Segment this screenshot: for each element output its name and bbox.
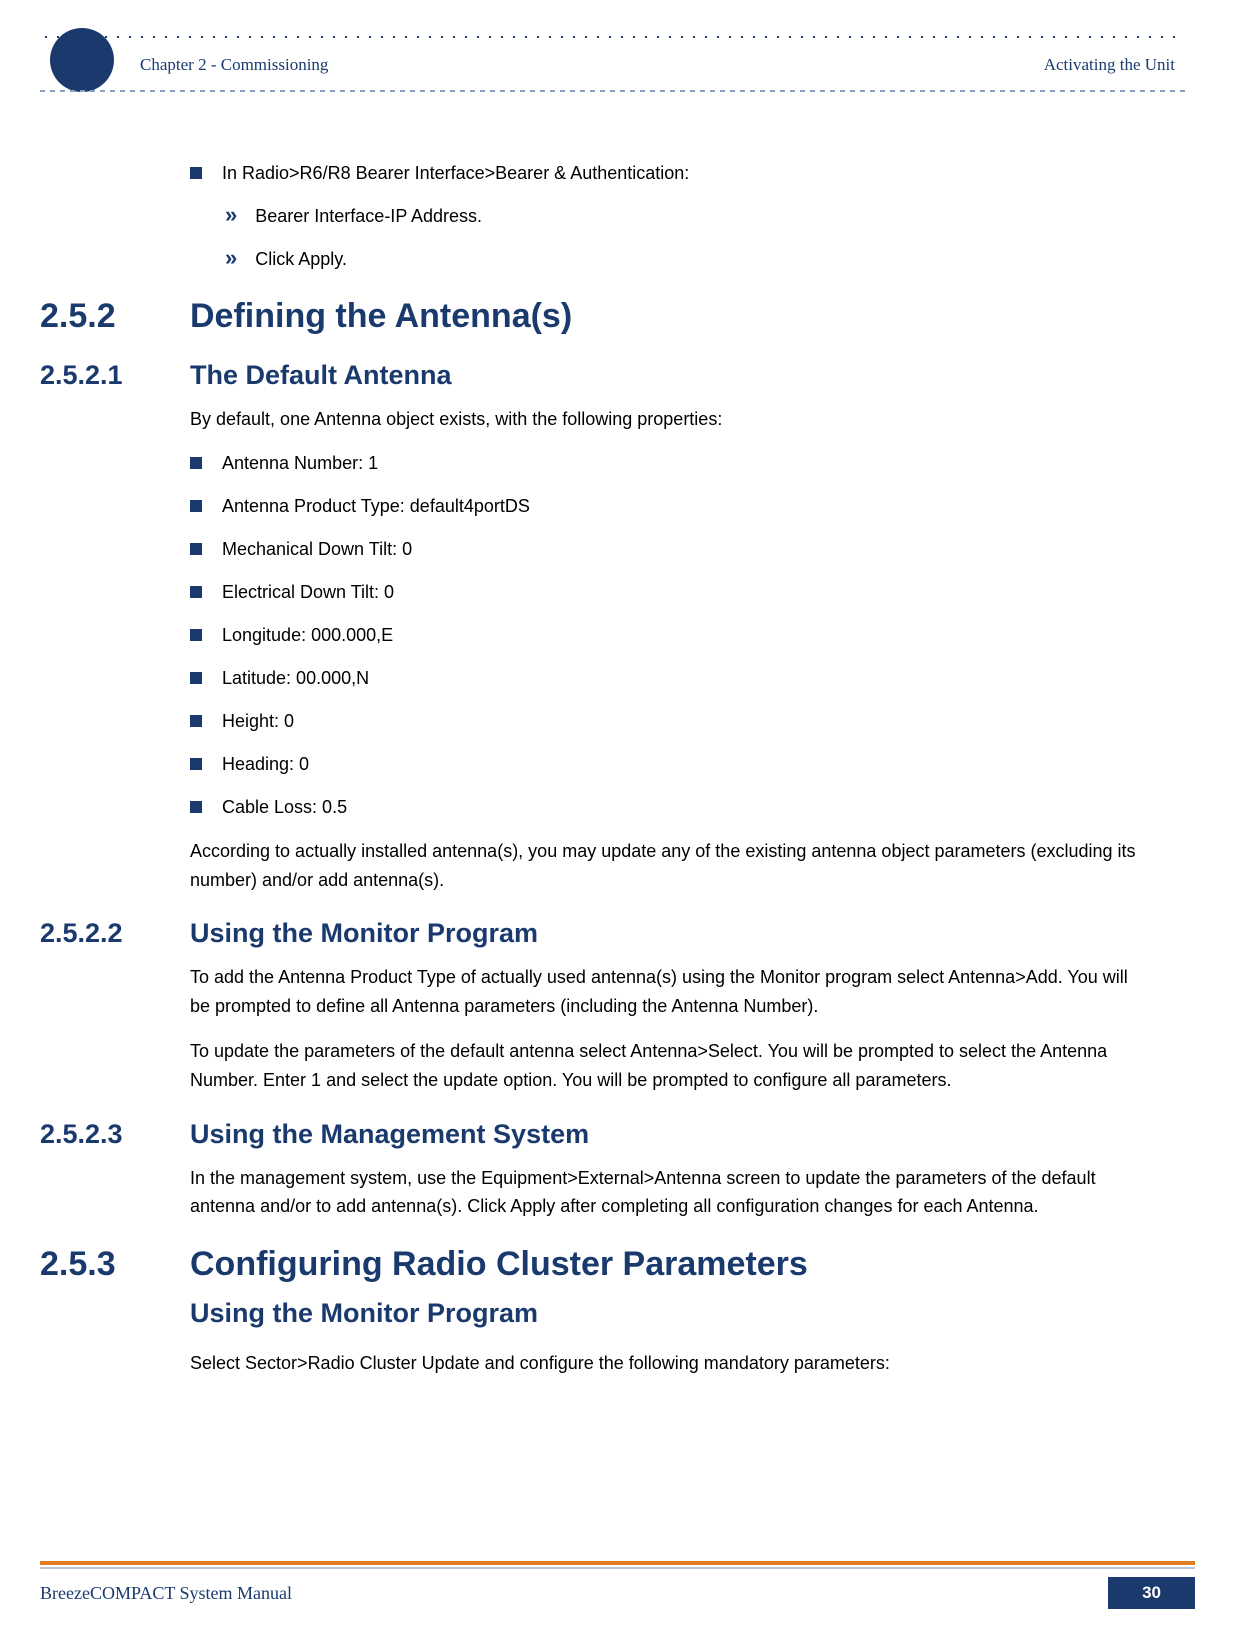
header-dots-top: [40, 36, 1185, 38]
square-bullet-icon: [190, 543, 202, 555]
subheading-monitor-program: Using the Monitor Program: [190, 1298, 1145, 1329]
chevron-bullet-icon: »: [225, 246, 237, 270]
square-bullet-icon: [190, 500, 202, 512]
heading-number: 2.5.3: [40, 1245, 190, 1284]
heading-2-5-3: 2.5.3 Configuring Radio Cluster Paramete…: [40, 1245, 1145, 1284]
paragraph-monitor-add: To add the Antenna Product Type of actua…: [190, 963, 1145, 1021]
bullet-text: Bearer Interface-IP Address.: [255, 203, 1145, 230]
page-footer: BreezeCOMPACT System Manual 30: [0, 1561, 1235, 1609]
corner-badge: [50, 28, 114, 92]
subbullet-click-apply: » Click Apply.: [225, 246, 1145, 273]
heading-title: Using the Monitor Program: [190, 918, 538, 949]
subbullet-bearer-ip: » Bearer Interface-IP Address.: [225, 203, 1145, 230]
bullet-latitude: Latitude: 00.000,N: [190, 665, 1145, 692]
bullet-longitude: Longitude: 000.000,E: [190, 622, 1145, 649]
bullet-height: Height: 0: [190, 708, 1145, 735]
footer-manual-title: BreezeCOMPACT System Manual: [40, 1583, 292, 1604]
heading-title: Using the Management System: [190, 1119, 589, 1150]
footer-rule-orange: [40, 1561, 1195, 1565]
bullet-electrical-tilt: Electrical Down Tilt: 0: [190, 579, 1145, 606]
bullet-text: Cable Loss: 0.5: [222, 794, 1145, 821]
bullet-text: Heading: 0: [222, 751, 1145, 778]
heading-number: 2.5.2.3: [40, 1119, 190, 1150]
bullet-radio-path: In Radio>R6/R8 Bearer Interface>Bearer &…: [190, 160, 1145, 187]
footer-page-number: 30: [1108, 1577, 1195, 1609]
heading-number: 2.5.2.2: [40, 918, 190, 949]
bullet-text: Antenna Product Type: default4portDS: [222, 493, 1145, 520]
paragraph-management-system: In the management system, use the Equipm…: [190, 1164, 1145, 1222]
heading-2-5-2-3: 2.5.2.3 Using the Management System: [40, 1119, 1145, 1150]
page-header: Chapter 2 - Commissioning Activating the…: [40, 30, 1185, 100]
page-content: In Radio>R6/R8 Bearer Interface>Bearer &…: [40, 100, 1185, 1378]
heading-number: 2.5.2: [40, 297, 190, 336]
heading-title: Defining the Antenna(s): [190, 297, 572, 336]
paragraph-radio-cluster: Select Sector>Radio Cluster Update and c…: [190, 1349, 1145, 1378]
paragraph-default-antenna-trail: According to actually installed antenna(…: [190, 837, 1145, 895]
heading-number: 2.5.2.1: [40, 360, 190, 391]
square-bullet-icon: [190, 629, 202, 641]
heading-2-5-2: 2.5.2 Defining the Antenna(s): [40, 297, 1145, 336]
bullet-text: Height: 0: [222, 708, 1145, 735]
square-bullet-icon: [190, 672, 202, 684]
footer-rule-blue: [40, 1567, 1195, 1569]
bullet-text: In Radio>R6/R8 Bearer Interface>Bearer &…: [222, 160, 1145, 187]
header-dashes: [40, 90, 1185, 92]
paragraph-default-antenna-lead: By default, one Antenna object exists, w…: [190, 405, 1145, 434]
square-bullet-icon: [190, 167, 202, 179]
bullet-antenna-number: Antenna Number: 1: [190, 450, 1145, 477]
bullet-antenna-product-type: Antenna Product Type: default4portDS: [190, 493, 1145, 520]
header-right-label: Activating the Unit: [1044, 55, 1175, 75]
bullet-cable-loss: Cable Loss: 0.5: [190, 794, 1145, 821]
bullet-text: Electrical Down Tilt: 0: [222, 579, 1145, 606]
bullet-text: Longitude: 000.000,E: [222, 622, 1145, 649]
paragraph-monitor-update: To update the parameters of the default …: [190, 1037, 1145, 1095]
square-bullet-icon: [190, 586, 202, 598]
bullet-heading: Heading: 0: [190, 751, 1145, 778]
bullet-mechanical-tilt: Mechanical Down Tilt: 0: [190, 536, 1145, 563]
bullet-text: Antenna Number: 1: [222, 450, 1145, 477]
heading-2-5-2-2: 2.5.2.2 Using the Monitor Program: [40, 918, 1145, 949]
heading-title: Configuring Radio Cluster Parameters: [190, 1245, 808, 1284]
square-bullet-icon: [190, 801, 202, 813]
square-bullet-icon: [190, 758, 202, 770]
square-bullet-icon: [190, 715, 202, 727]
bullet-text: Mechanical Down Tilt: 0: [222, 536, 1145, 563]
bullet-text: Click Apply.: [255, 246, 1145, 273]
heading-title: The Default Antenna: [190, 360, 452, 391]
square-bullet-icon: [190, 457, 202, 469]
bullet-text: Latitude: 00.000,N: [222, 665, 1145, 692]
chapter-label: Chapter 2 - Commissioning: [140, 55, 328, 75]
heading-2-5-2-1: 2.5.2.1 The Default Antenna: [40, 360, 1145, 391]
chevron-bullet-icon: »: [225, 203, 237, 227]
